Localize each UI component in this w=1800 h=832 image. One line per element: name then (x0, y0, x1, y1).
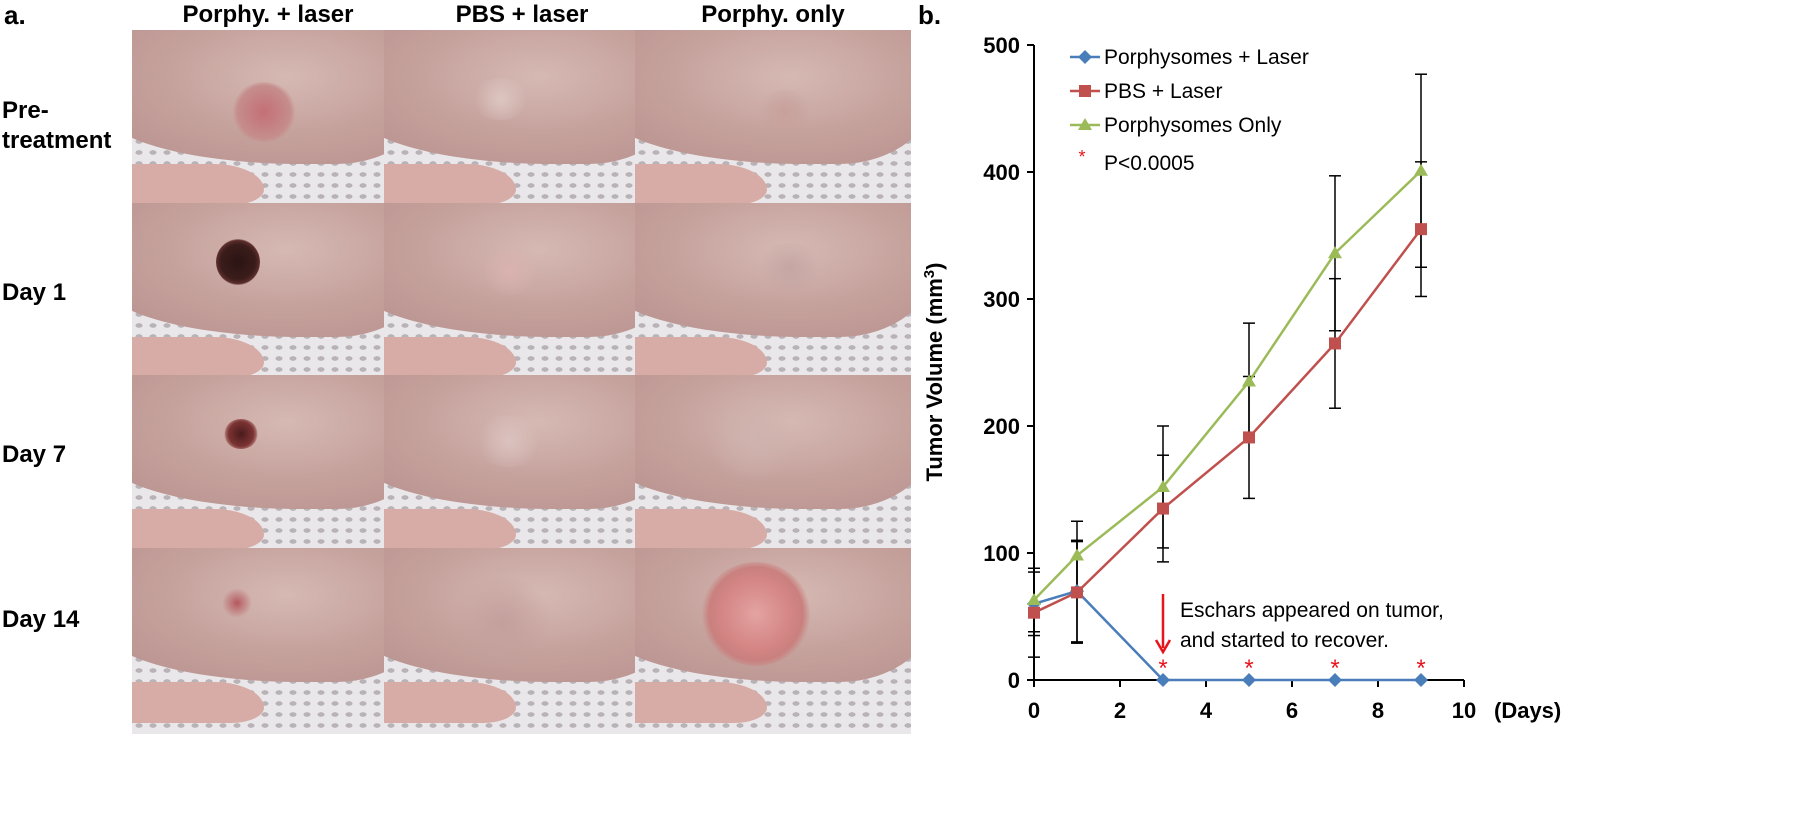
photo-pbs-laser-day-14 (384, 548, 660, 734)
row-label-day-7: Day 7 (2, 441, 67, 468)
photo-porphy-only-day-1 (635, 203, 911, 389)
legend-significance-symbol: * (1078, 147, 1085, 167)
photo-porphy-laser-day-1 (132, 203, 408, 389)
significance-asterisk: * (1330, 655, 1339, 682)
data-point-series-1 (1071, 586, 1083, 599)
significance-asterisk: * (1244, 655, 1253, 682)
legend-label-0: Porphysomes + Laser (1104, 46, 1309, 69)
y-tick-label: 0 (1008, 668, 1020, 693)
column-title-porphy-only: Porphy. only (701, 1, 845, 28)
y-tick-label: 300 (983, 287, 1020, 312)
x-tick-label: 8 (1372, 698, 1384, 723)
column-title-porphy-laser: Porphy. + laser (182, 1, 354, 28)
data-point-series-1 (1415, 223, 1427, 236)
x-axis-unit-label: (Days) (1494, 698, 1561, 723)
legend-label-2: Porphysomes Only (1104, 114, 1282, 137)
data-point-series-1 (1329, 337, 1341, 350)
x-tick-label: 0 (1028, 698, 1040, 723)
panel-b-label: b. (918, 0, 942, 30)
photo-porphy-laser-pretreatment (132, 30, 408, 216)
data-point-series-1 (1157, 502, 1169, 515)
chart-error-bars (1028, 73, 1427, 658)
x-tick-label: 10 (1452, 698, 1476, 723)
data-point-series-2 (1027, 592, 1041, 605)
legend-marker-2 (1078, 118, 1092, 130)
data-point-series-0 (1242, 673, 1256, 687)
photo-pbs-laser-day-7 (384, 375, 660, 561)
x-tick-label: 4 (1200, 698, 1213, 723)
chart-significance-marks: * * * * (1158, 655, 1425, 682)
photo-porphy-only-day-7 (635, 375, 911, 561)
chart-series-lines (1033, 169, 1422, 682)
chart-legend: Porphysomes + Laser PBS + Laser Porphysome… (1070, 46, 1309, 175)
row-label-pretreatment: Pre- treatment (2, 97, 112, 154)
y-tick-label: 400 (983, 160, 1020, 185)
legend-marker-1 (1079, 85, 1091, 97)
photo-porphy-only-pretreatment (635, 30, 911, 216)
significance-asterisk: * (1416, 655, 1425, 682)
annotation-text-line: and started to recover. (1180, 629, 1389, 652)
data-point-series-2 (1414, 163, 1428, 176)
x-tick-label: 6 (1286, 698, 1298, 723)
legend-label-1: PBS + Laser (1104, 80, 1222, 103)
row-label-day-1: Day 1 (2, 279, 67, 306)
panel-a-label: a. (4, 0, 26, 30)
photo-porphy-laser-day-14 (132, 548, 408, 734)
chart-axes: 0 100 200 300 400 500 0 2 4 6 8 10 (Days) Tumor Volum… (921, 33, 1562, 723)
data-point-series-2 (1070, 548, 1084, 561)
chart-markers (1027, 163, 1428, 687)
column-title-pbs-laser: PBS + laser (455, 1, 589, 28)
photo-porphy-only-day-14 (635, 548, 911, 734)
data-point-series-2 (1156, 479, 1170, 492)
data-point-series-0 (1328, 673, 1342, 687)
photo-pbs-laser-day-1 (384, 203, 660, 389)
legend-marker-0 (1078, 50, 1092, 64)
data-point-series-1 (1028, 606, 1040, 619)
y-tick-label: 100 (983, 541, 1020, 566)
y-tick-label: 500 (983, 33, 1020, 58)
legend-significance-label: P<0.0005 (1104, 152, 1195, 175)
photo-pbs-laser-pretreatment (384, 30, 660, 216)
series-line-0 (1033, 589, 1421, 682)
series-line-2 (1033, 169, 1422, 601)
data-point-series-0 (1156, 673, 1170, 687)
data-point-series-0 (1414, 673, 1428, 687)
series-line-1 (1033, 228, 1422, 614)
x-tick-label: 2 (1114, 698, 1126, 723)
row-label-day-14: Day 14 (2, 606, 80, 633)
y-tick-label: 200 (983, 414, 1020, 439)
annotation-arrow-head (1154, 639, 1172, 655)
chart-annotation: Eschars appeared on tumor, and started to… (1154, 594, 1444, 655)
photo-porphy-laser-day-7 (132, 375, 408, 561)
data-point-series-1 (1243, 431, 1255, 444)
annotation-text-line: Eschars appeared on tumor, (1180, 599, 1444, 622)
data-point-series-2 (1328, 246, 1342, 259)
significance-asterisk: * (1158, 655, 1167, 682)
data-point-series-2 (1242, 374, 1256, 387)
y-axis-title: Tumor Volume (mm3) (921, 263, 948, 482)
